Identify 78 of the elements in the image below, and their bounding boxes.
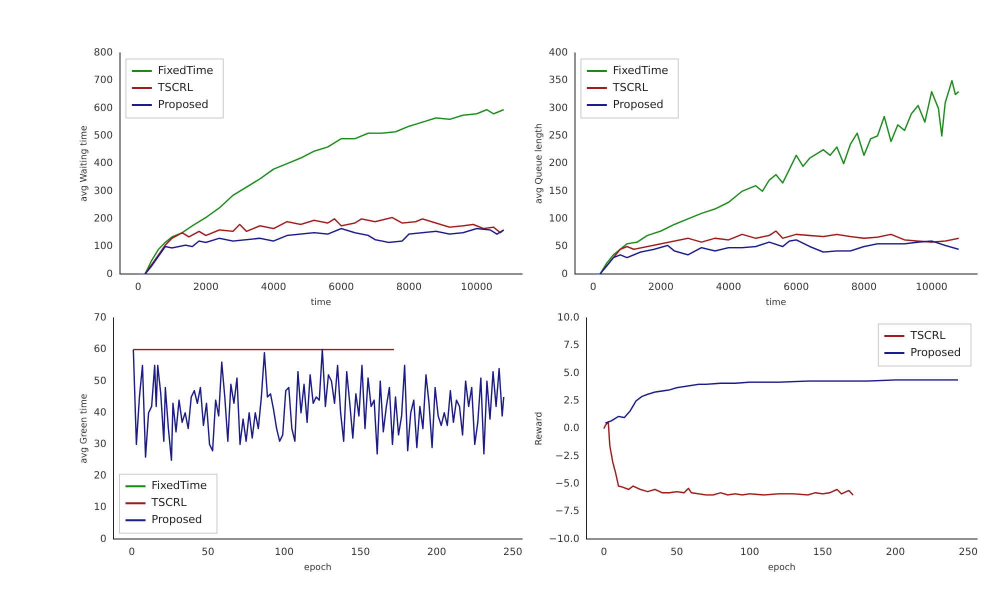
x-tick-label: 4000 — [716, 282, 742, 293]
x-tick-label: 100 — [740, 546, 760, 558]
y-tick-label: −5.0 — [555, 478, 580, 490]
x-tick-label: 0 — [128, 546, 135, 558]
x-tick-label: 200 — [886, 546, 905, 558]
x-tick-label: 50 — [670, 546, 684, 558]
y-tick-label: 200 — [548, 158, 568, 170]
legend-label: FixedTime — [152, 479, 208, 492]
y-tick-label: 700 — [94, 75, 113, 86]
y-tick-label: −2.5 — [555, 450, 580, 462]
x-axis-title: epoch — [304, 562, 332, 573]
y-tick-label: 0 — [562, 268, 568, 280]
y-tick-label: 0.0 — [564, 423, 580, 434]
y-tick-label: 2.5 — [564, 396, 580, 407]
y-tick-label: 0 — [100, 534, 107, 545]
x-tick-label: 100 — [274, 546, 294, 558]
y-tick-label: 250 — [548, 130, 568, 142]
x-tick-label: 150 — [350, 546, 370, 558]
x-tick-label: 250 — [958, 546, 978, 558]
y-tick-label: 10 — [94, 502, 107, 514]
y-tick-label: 7.5 — [564, 340, 580, 352]
y-tick-label: 400 — [548, 48, 568, 59]
x-tick-label: 4000 — [260, 282, 286, 293]
y-axis-title: Reward — [534, 412, 545, 446]
y-tick-label: 400 — [94, 158, 113, 170]
y-tick-label: 0 — [106, 268, 113, 280]
y-tick-label: 600 — [94, 102, 113, 114]
legend-label: Proposed — [158, 98, 209, 111]
y-axis-title: avg Green time — [80, 393, 90, 464]
y-axis-title: avg Queue length — [534, 123, 545, 204]
y-tick-label: 60 — [94, 344, 107, 356]
y-axis-title: avg Waiting time — [80, 124, 90, 202]
legend-label: FixedTime — [612, 64, 669, 77]
y-tick-label: 350 — [548, 75, 568, 86]
legend-label: TSCRL — [909, 328, 946, 342]
x-tick-label: 10000 — [916, 282, 948, 293]
x-tick-label: 8000 — [396, 282, 422, 293]
legend-label: TSCRL — [150, 496, 188, 510]
x-axis-title: epoch — [768, 562, 796, 573]
x-tick-label: 6000 — [784, 282, 809, 293]
x-tick-label: 8000 — [851, 282, 877, 293]
y-tick-label: 70 — [94, 312, 107, 324]
legend-label: Proposed — [152, 513, 202, 526]
y-tick-label: 100 — [548, 213, 568, 224]
y-tick-label: 20 — [94, 470, 107, 482]
x-tick-label: 250 — [503, 546, 522, 558]
x-axis-title: time — [766, 298, 787, 308]
y-tick-label: 40 — [94, 407, 107, 418]
y-tick-label: 800 — [94, 48, 113, 59]
x-tick-label: 50 — [202, 546, 214, 558]
legend-label: Proposed — [910, 346, 962, 359]
y-tick-label: 300 — [94, 186, 113, 197]
y-tick-label: 30 — [94, 438, 107, 450]
legend-label: FixedTime — [158, 64, 214, 77]
x-tick-label: 150 — [812, 546, 832, 558]
x-tick-label: 0 — [590, 282, 596, 293]
y-tick-label: 50 — [94, 376, 107, 387]
legend-label: TSCRL — [156, 80, 194, 94]
y-tick-label: 150 — [548, 186, 568, 197]
y-tick-label: 300 — [548, 102, 568, 114]
x-tick-label: 2000 — [648, 282, 674, 293]
y-tick-label: 500 — [94, 130, 113, 142]
y-tick-label: 50 — [555, 241, 568, 252]
y-tick-label: 10.0 — [557, 312, 580, 324]
y-tick-label: −7.5 — [555, 506, 580, 518]
y-tick-label: −10.0 — [548, 534, 580, 545]
y-tick-label: 200 — [94, 213, 113, 224]
y-tick-label: 100 — [94, 241, 113, 252]
x-tick-label: 10000 — [460, 282, 493, 293]
x-axis-title: time — [310, 298, 332, 308]
x-tick-label: 2000 — [193, 282, 219, 293]
x-tick-label: 6000 — [328, 282, 354, 293]
y-tick-label: 5.0 — [564, 368, 580, 379]
x-tick-label: 200 — [427, 546, 446, 558]
legend-label: Proposed — [612, 98, 664, 111]
x-tick-label: 0 — [600, 546, 608, 558]
x-tick-label: 0 — [134, 282, 142, 293]
legend-label: TSCRL — [612, 80, 649, 94]
